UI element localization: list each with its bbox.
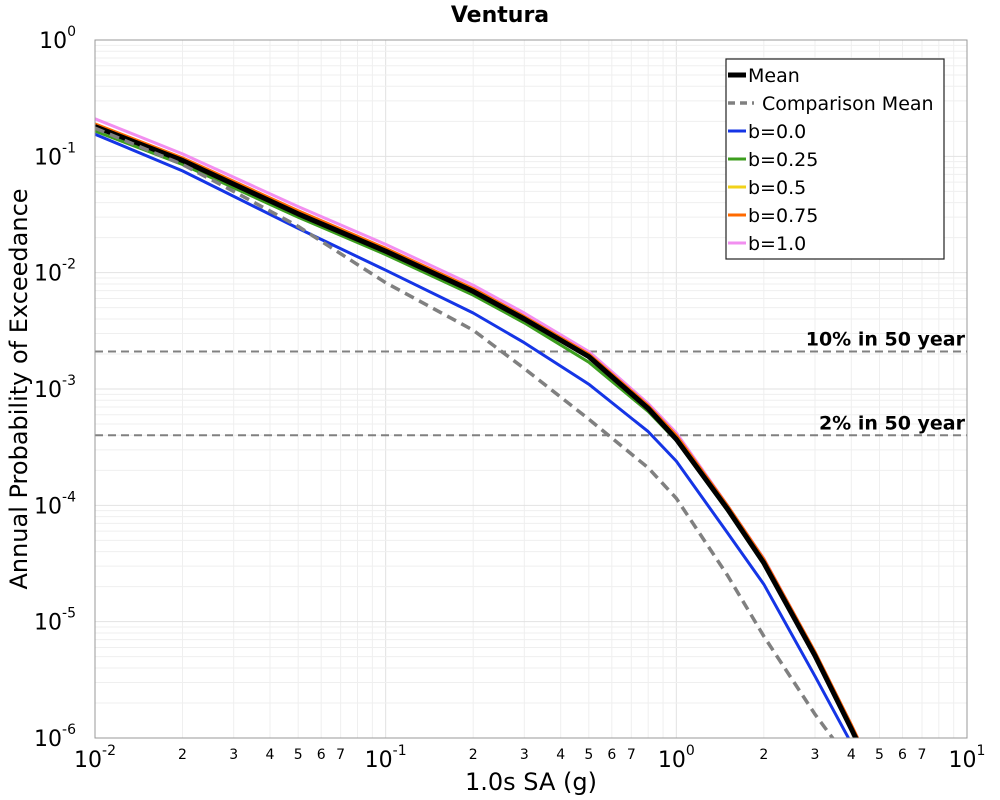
series-line <box>95 126 835 738</box>
series-line <box>95 124 859 738</box>
y-tick-label: 10-1 <box>34 140 76 170</box>
grid <box>94 40 967 739</box>
x-minor-tick-label: 6 <box>317 747 326 763</box>
x-tick-label: 10-1 <box>365 743 407 773</box>
x-minor-tick-label: 4 <box>266 747 275 763</box>
x-tick-label: 10-2 <box>74 743 116 773</box>
y-tick-label: 10-4 <box>34 489 76 519</box>
x-axis-label: 1.0s SA (g) <box>465 768 597 796</box>
x-minor-tick-label: 4 <box>556 747 565 763</box>
y-tick-label: 10-5 <box>34 606 76 636</box>
x-minor-tick-label: 5 <box>294 747 303 763</box>
legend-box <box>725 58 945 260</box>
x-minor-tick-label: 5 <box>875 747 884 763</box>
legend-entry: b=0.25 <box>748 149 818 171</box>
x-minor-tick-label: 2 <box>178 747 187 763</box>
x-minor-tick-label: 5 <box>584 747 593 763</box>
x-tick-label: 101 <box>949 743 986 773</box>
y-tick-labels: 10-6 10-5 10-4 10-3 10-2 10-1 100 <box>34 24 76 752</box>
y-tick-label: 10-3 <box>34 373 76 403</box>
x-minor-tick-label: 7 <box>627 747 636 763</box>
legend-entry: b=1.0 <box>748 233 806 255</box>
legend: Mean Comparison Mean b=0.0 b=0.25 b=0.5 b=0.7… <box>725 58 945 260</box>
x-minor-tick-label: 4 <box>847 747 856 763</box>
x-minor-tick-label: 2 <box>469 747 478 763</box>
reference-line-label: 2% in 50 year <box>819 412 966 434</box>
x-tick-label: 100 <box>658 743 695 773</box>
x-minor-tick-label: 6 <box>607 747 616 763</box>
x-minor-tick-label: 3 <box>520 747 529 763</box>
legend-entry: Comparison Mean <box>762 93 934 115</box>
x-minor-tick-label: 7 <box>918 747 927 763</box>
x-minor-tick-label: 6 <box>898 747 907 763</box>
x-minor-tick-label: 7 <box>336 747 345 763</box>
y-axis-label: Annual Probability of Exceedance <box>5 188 33 589</box>
series-group <box>95 117 860 738</box>
y-tick-label: 10-2 <box>34 257 76 287</box>
y-tick-label: 10-6 <box>34 722 76 752</box>
legend-entry: b=0.0 <box>748 121 806 143</box>
legend-entry: b=0.75 <box>748 205 818 227</box>
legend-entry: Mean <box>748 65 800 87</box>
chart-title: Ventura <box>451 3 549 28</box>
plot-frame <box>94 39 968 739</box>
reference-annotations: 10% in 50 year 2% in 50 year <box>806 329 966 435</box>
reference-line-label: 10% in 50 year <box>806 329 966 351</box>
legend-entry: b=0.5 <box>748 177 806 199</box>
y-tick-label: 100 <box>39 24 76 54</box>
x-minor-tick-label: 2 <box>759 747 768 763</box>
x-minor-tick-label: 3 <box>229 747 238 763</box>
reference-lines <box>95 350 967 437</box>
x-minor-tick-label: 3 <box>811 747 820 763</box>
